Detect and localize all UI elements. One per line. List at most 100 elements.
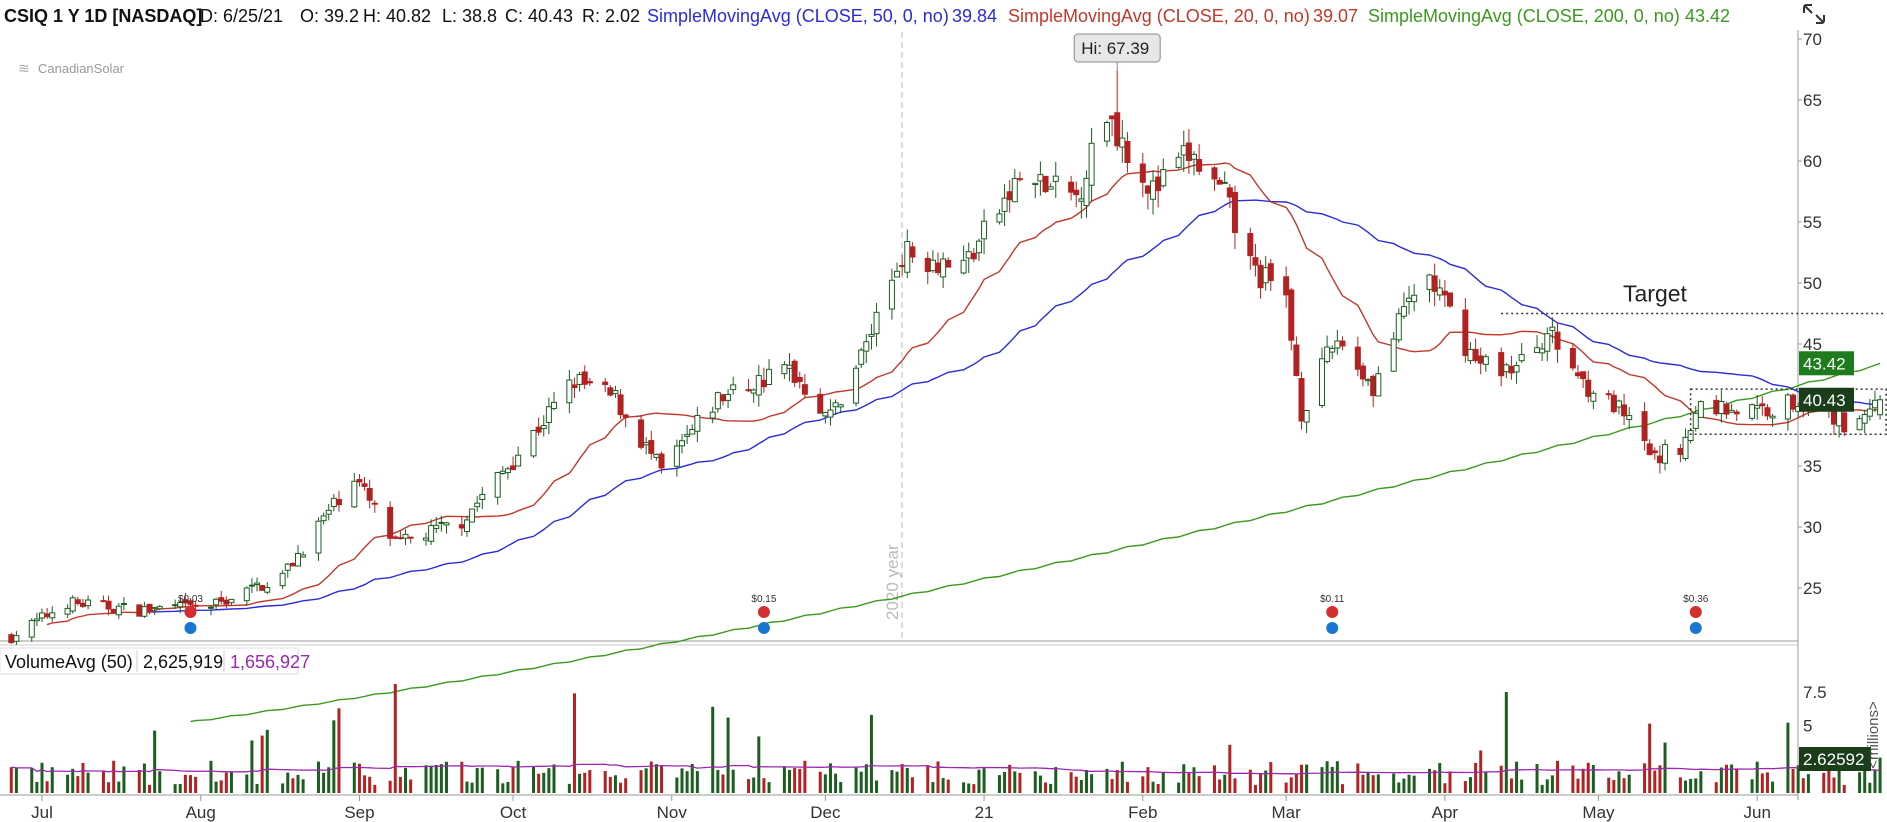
candle-body (981, 220, 988, 240)
candle (1226, 183, 1233, 208)
candle-body (581, 371, 588, 385)
candle-body (679, 440, 685, 447)
volume-bar (66, 774, 70, 793)
volume-bar (178, 784, 182, 793)
candle-body (8, 634, 15, 644)
volume-bar (332, 720, 336, 793)
candle-body (545, 406, 552, 423)
candle (1585, 370, 1592, 403)
volume-bar (1269, 762, 1273, 793)
volume-bar (1356, 763, 1360, 793)
candle (428, 519, 435, 545)
volume-bar (1192, 767, 1196, 793)
volume-bar (368, 776, 372, 793)
volume-bar (619, 782, 623, 793)
candle-body (1011, 178, 1018, 203)
candle-body (1877, 399, 1884, 416)
candle (463, 515, 470, 537)
volume-bar (859, 771, 863, 793)
dividend-marker[interactable]: $0.36 (1683, 594, 1709, 634)
candle-body (1016, 178, 1023, 181)
volume-bar (1730, 764, 1734, 793)
volume-bar (1724, 764, 1728, 793)
dividend-marker[interactable]: $0.11 (1320, 594, 1345, 634)
candle (433, 516, 440, 533)
volume-bar (194, 776, 198, 793)
candle (817, 388, 824, 414)
earnings-icon (1326, 622, 1339, 634)
volume-bar (158, 771, 162, 793)
candle (730, 376, 737, 395)
time-tick-label: Feb (1128, 803, 1157, 822)
candle-body (1375, 373, 1382, 397)
candle-body (207, 606, 214, 609)
volume-bar (30, 767, 34, 793)
candle-body (1662, 444, 1669, 464)
candle-body (423, 537, 429, 541)
volume-bar (1617, 771, 1621, 793)
year-marker-text: 2020 year (883, 544, 902, 620)
volume-bar (1684, 780, 1688, 793)
volume-bar (35, 781, 39, 793)
low-label: L: 38.8 (442, 6, 497, 26)
volume-bar (1607, 777, 1611, 793)
volume-bar (1218, 779, 1222, 793)
candle-body (366, 488, 373, 501)
candle-body (684, 434, 691, 437)
candle-body (330, 497, 337, 508)
candle-body (1267, 263, 1274, 282)
candle-body (356, 479, 363, 483)
candle (1769, 413, 1776, 427)
volume-bar (45, 781, 49, 793)
candle (325, 503, 332, 521)
candle-body (1441, 290, 1448, 296)
volume-bar (1223, 774, 1227, 793)
candle (1400, 292, 1407, 320)
candle (719, 393, 726, 406)
volume-bar (1248, 769, 1252, 793)
target-label: Target (1623, 281, 1688, 307)
candle (1144, 185, 1151, 210)
candle (366, 479, 373, 509)
candle (1431, 263, 1438, 307)
price-tick-label: 45 (1803, 335, 1822, 354)
candle (1646, 439, 1653, 456)
candle-body (1723, 403, 1730, 415)
candle-body (1482, 356, 1489, 365)
candle (1759, 396, 1766, 416)
dividend-marker[interactable]: $0.15 (751, 594, 777, 634)
candle-body (1534, 347, 1541, 353)
volume-bar (1873, 770, 1877, 793)
candle-body (469, 508, 476, 523)
candle-body (428, 525, 435, 542)
candle-body (1656, 455, 1663, 464)
volume-bar (286, 772, 290, 793)
candle (1411, 284, 1418, 312)
dividend-marker[interactable]: $0.03 (178, 594, 203, 634)
volume-bar (895, 771, 899, 793)
candle-body (658, 453, 665, 469)
candle (1370, 374, 1377, 408)
candle-body (218, 597, 225, 602)
candle (320, 512, 327, 525)
volume-bar (1499, 765, 1503, 793)
candle (1088, 127, 1095, 202)
volume-bar (1105, 768, 1109, 793)
candle (745, 379, 752, 393)
candle-body (1319, 358, 1325, 407)
time-tick-label: Oct (500, 803, 527, 822)
candle-body (1790, 394, 1797, 410)
volume-bar (1228, 744, 1232, 793)
volume-bar (747, 779, 751, 793)
candle-body (1324, 346, 1331, 362)
candle (981, 209, 988, 255)
candle (1713, 395, 1720, 417)
volume-bar (1325, 761, 1329, 793)
candle-body (1436, 287, 1443, 296)
candle (1262, 255, 1269, 291)
candle-body (607, 387, 614, 396)
dividend-label: $0.15 (751, 594, 776, 605)
candle (120, 597, 127, 611)
candle-body (1749, 404, 1756, 419)
settings-icon[interactable] (1803, 4, 1825, 24)
